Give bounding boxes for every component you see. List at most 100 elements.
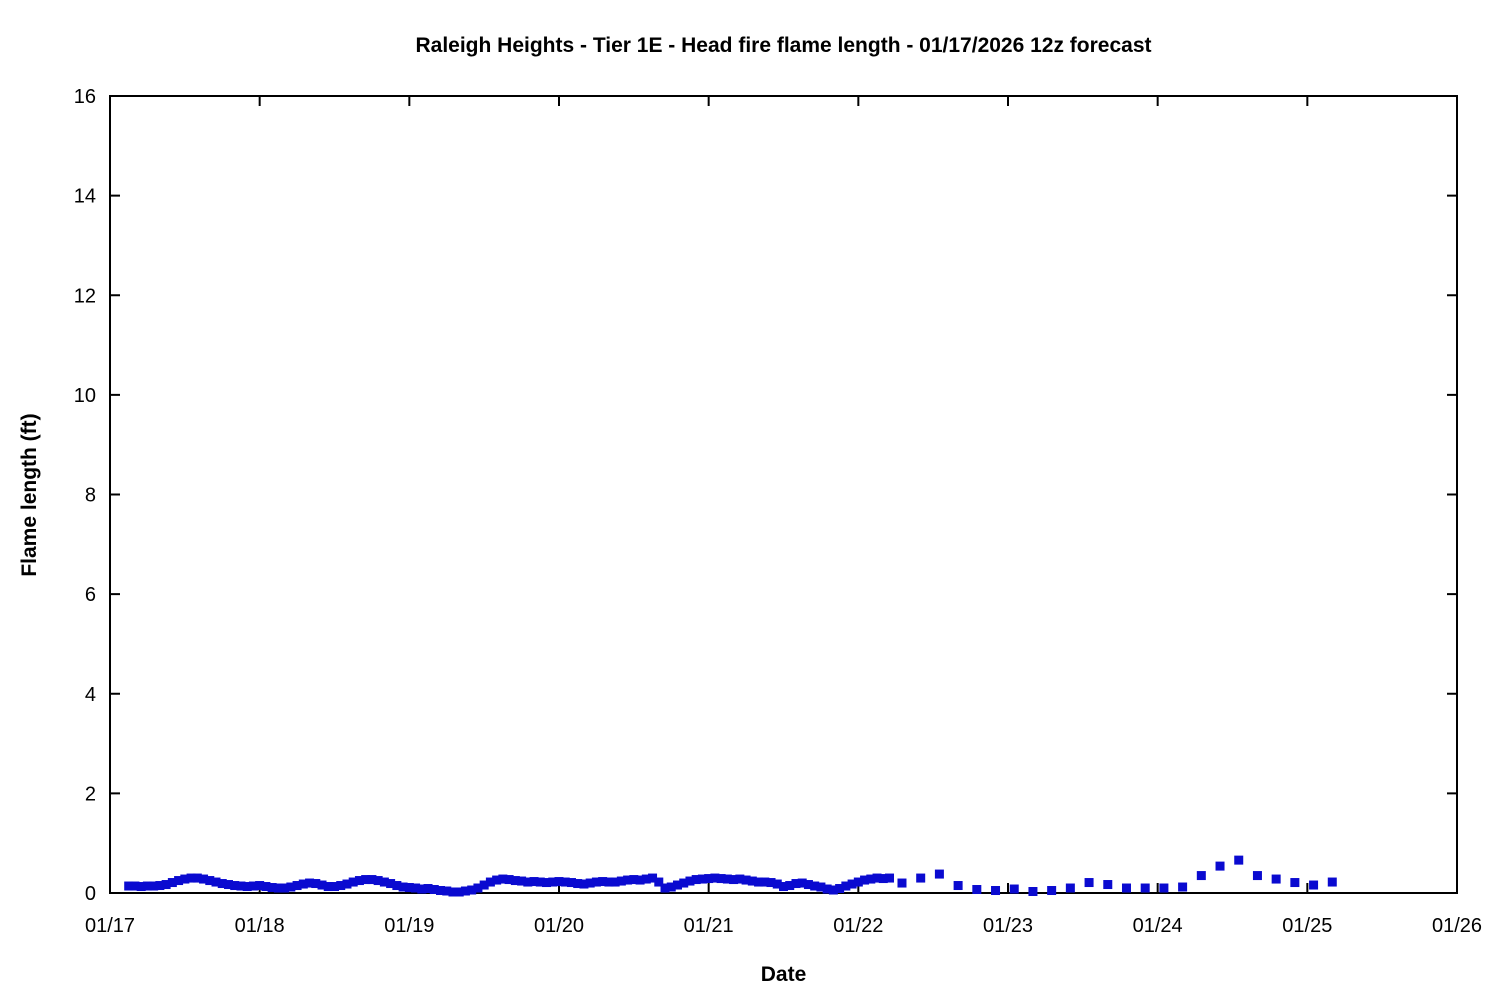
- data-point: [398, 882, 408, 892]
- data-point: [248, 881, 258, 891]
- data-point: [641, 874, 651, 884]
- data-point: [573, 879, 583, 889]
- data-point: [149, 881, 159, 891]
- data-point: [261, 882, 271, 892]
- data-point: [616, 876, 626, 886]
- data-point: [130, 881, 140, 891]
- data-point: [305, 878, 315, 888]
- y-tick-label: 2: [85, 783, 96, 805]
- x-tick-label: 01/21: [684, 915, 734, 937]
- data-point: [1252, 871, 1262, 881]
- y-tick-label: 6: [85, 584, 96, 606]
- data-point: [1121, 883, 1131, 893]
- data-point: [679, 878, 689, 888]
- data-point: [878, 874, 888, 884]
- data-point: [560, 877, 570, 887]
- data-point: [161, 880, 171, 890]
- data-point: [803, 880, 813, 890]
- data-point: [672, 880, 682, 890]
- data-point: [392, 881, 402, 891]
- data-point: [467, 885, 477, 895]
- data-point: [323, 882, 333, 892]
- data-point: [373, 876, 383, 886]
- data-point: [1028, 887, 1038, 897]
- data-point: [810, 881, 820, 891]
- data-point: [691, 875, 701, 885]
- data-point: [498, 874, 508, 884]
- x-tick-label: 01/19: [384, 915, 434, 937]
- data-point: [791, 879, 801, 889]
- data-point: [623, 875, 633, 885]
- data-point: [429, 885, 439, 895]
- data-point: [174, 876, 184, 886]
- data-point: [585, 878, 595, 888]
- data-point: [517, 876, 527, 886]
- data-point: [697, 874, 707, 884]
- data-point: [735, 874, 745, 884]
- data-point: [1065, 883, 1075, 893]
- data-point: [280, 883, 290, 893]
- y-tick-label: 14: [74, 186, 96, 208]
- data-point: [205, 876, 215, 886]
- data-point: [361, 875, 371, 885]
- data-point: [1309, 880, 1319, 890]
- data-point: [853, 877, 863, 887]
- data-point: [267, 883, 277, 893]
- data-point: [336, 881, 346, 891]
- data-point: [529, 877, 539, 887]
- data-point: [991, 886, 1001, 896]
- data-point: [155, 881, 165, 891]
- data-point: [504, 875, 514, 885]
- data-point: [629, 875, 639, 885]
- x-tick-label: 01/24: [1133, 915, 1183, 937]
- data-point: [934, 869, 944, 879]
- x-tick-label: 01/23: [983, 915, 1033, 937]
- data-point: [273, 883, 283, 893]
- data-point: [354, 876, 364, 886]
- data-point: [972, 885, 982, 895]
- data-point: [311, 879, 321, 889]
- data-point: [535, 877, 545, 887]
- data-point: [442, 886, 452, 896]
- data-point: [330, 882, 339, 892]
- data-point: [666, 882, 676, 892]
- data-point: [217, 879, 227, 889]
- data-point: [292, 881, 302, 891]
- x-tick-label: 01/26: [1432, 915, 1482, 937]
- data-point: [142, 881, 152, 891]
- data-point: [554, 877, 564, 887]
- data-point: [436, 886, 446, 896]
- data-point: [286, 882, 296, 892]
- data-point: [548, 877, 558, 887]
- data-point: [454, 887, 464, 897]
- data-point: [542, 878, 552, 888]
- data-point: [1159, 883, 1169, 893]
- data-point: [136, 882, 146, 892]
- data-point: [124, 881, 134, 891]
- x-tick-label: 01/17: [85, 915, 135, 937]
- data-point: [348, 877, 358, 887]
- data-point: [236, 881, 246, 891]
- data-point: [167, 878, 177, 888]
- data-point: [710, 873, 720, 883]
- data-point: [566, 878, 576, 888]
- data-point: [1215, 861, 1225, 871]
- data-point: [255, 881, 265, 891]
- data-point: [660, 883, 670, 893]
- data-point: [885, 873, 895, 883]
- data-point: [485, 877, 495, 887]
- data-point: [1103, 880, 1113, 890]
- x-tick-label: 01/20: [534, 915, 584, 937]
- x-axis-label: Date: [760, 963, 807, 986]
- data-point: [180, 874, 190, 884]
- data-point: [1047, 886, 1057, 896]
- data-point: [223, 880, 233, 890]
- data-point: [716, 874, 726, 884]
- plot-border: [109, 95, 1458, 894]
- data-point: [610, 877, 620, 887]
- data-point: [298, 879, 308, 889]
- data-point: [367, 875, 377, 885]
- data-point: [841, 881, 851, 891]
- data-point: [379, 877, 389, 887]
- data-point: [897, 878, 907, 888]
